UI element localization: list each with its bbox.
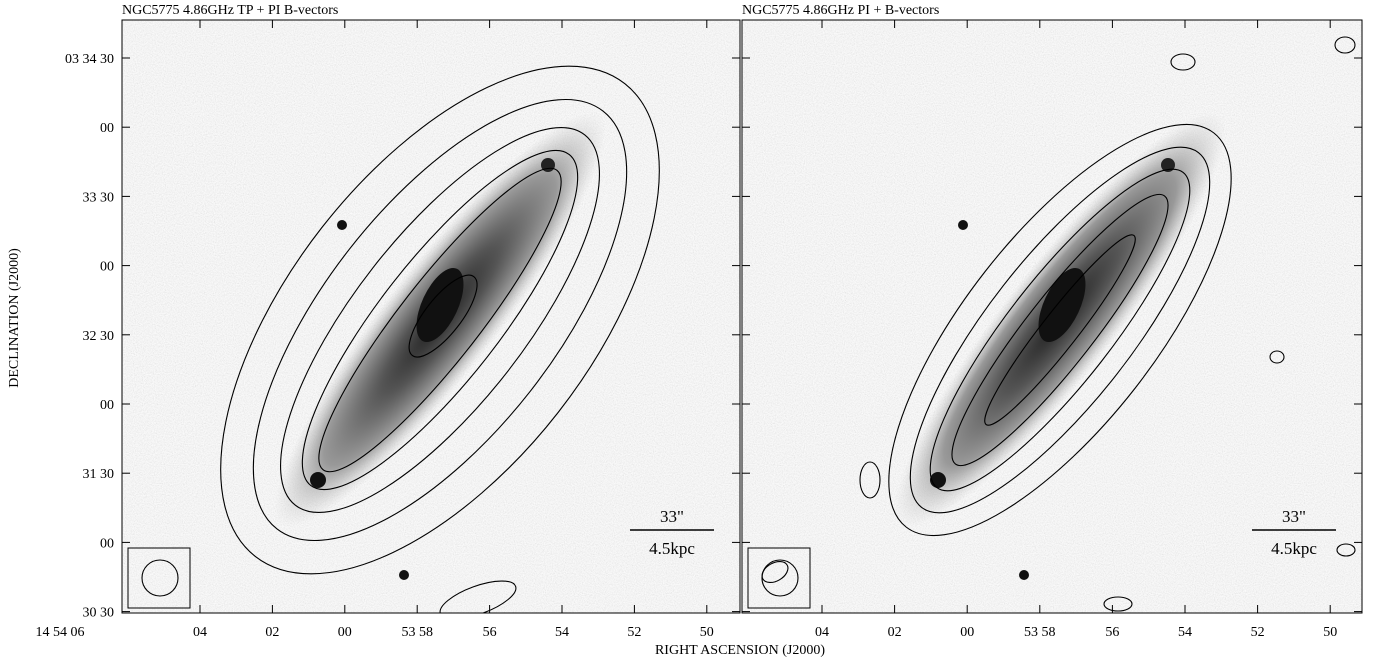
y-tick-label: 32 30 <box>83 329 115 344</box>
scale-bar-angular: 33" <box>660 507 684 526</box>
x-tick-label: 53 58 <box>1024 625 1056 640</box>
x-axis-title: RIGHT ASCENSION (J2000) <box>655 643 825 658</box>
x-tick-label: 50 <box>700 625 714 640</box>
y-tick-label: 31 30 <box>83 467 115 482</box>
x-tick-label: 52 <box>1251 625 1265 640</box>
x-tick-label: 54 <box>1178 625 1192 640</box>
x-tick-label: 04 <box>815 625 829 640</box>
scale-bar-linear: 4.5kpc <box>1271 539 1317 558</box>
panel-frame <box>121 19 741 614</box>
y-tick-label: 00 <box>100 260 114 275</box>
y-tick-label: 00 <box>100 398 114 413</box>
x-tick-label: 56 <box>483 625 497 640</box>
x-tick-label: 53 58 <box>401 625 433 640</box>
x-tick-label: 04 <box>193 625 207 640</box>
x-tick-label: 14 54 06 <box>36 625 85 640</box>
x-tick-label: 00 <box>338 625 352 640</box>
y-axis-title: DECLINATION (J2000) <box>7 248 22 388</box>
y-tick-label: 00 <box>100 536 114 551</box>
panel-frame <box>741 19 1363 614</box>
x-tick-label: 02 <box>888 625 902 640</box>
x-tick-label: 56 <box>1105 625 1119 640</box>
x-tick-label: 50 <box>1323 625 1337 640</box>
y-tick-label: 00 <box>100 121 114 136</box>
x-tick-label: 00 <box>960 625 974 640</box>
y-tick-label: 03 34 30 <box>65 52 114 67</box>
y-tick-label: 30 30 <box>83 606 115 621</box>
scale-bar-linear: 4.5kpc <box>649 539 695 558</box>
x-tick-label: 54 <box>555 625 569 640</box>
x-tick-label: 52 <box>627 625 641 640</box>
panel-image <box>742 20 1362 613</box>
panel-image <box>122 20 740 613</box>
panel-title: NGC5775 4.86GHz TP + PI B-vectors <box>122 3 338 18</box>
x-tick-label: 02 <box>265 625 279 640</box>
scale-bar-angular: 33" <box>1282 507 1306 526</box>
y-tick-label: 33 30 <box>83 190 115 205</box>
panel-title: NGC5775 4.86GHz PI + B-vectors <box>742 3 939 18</box>
